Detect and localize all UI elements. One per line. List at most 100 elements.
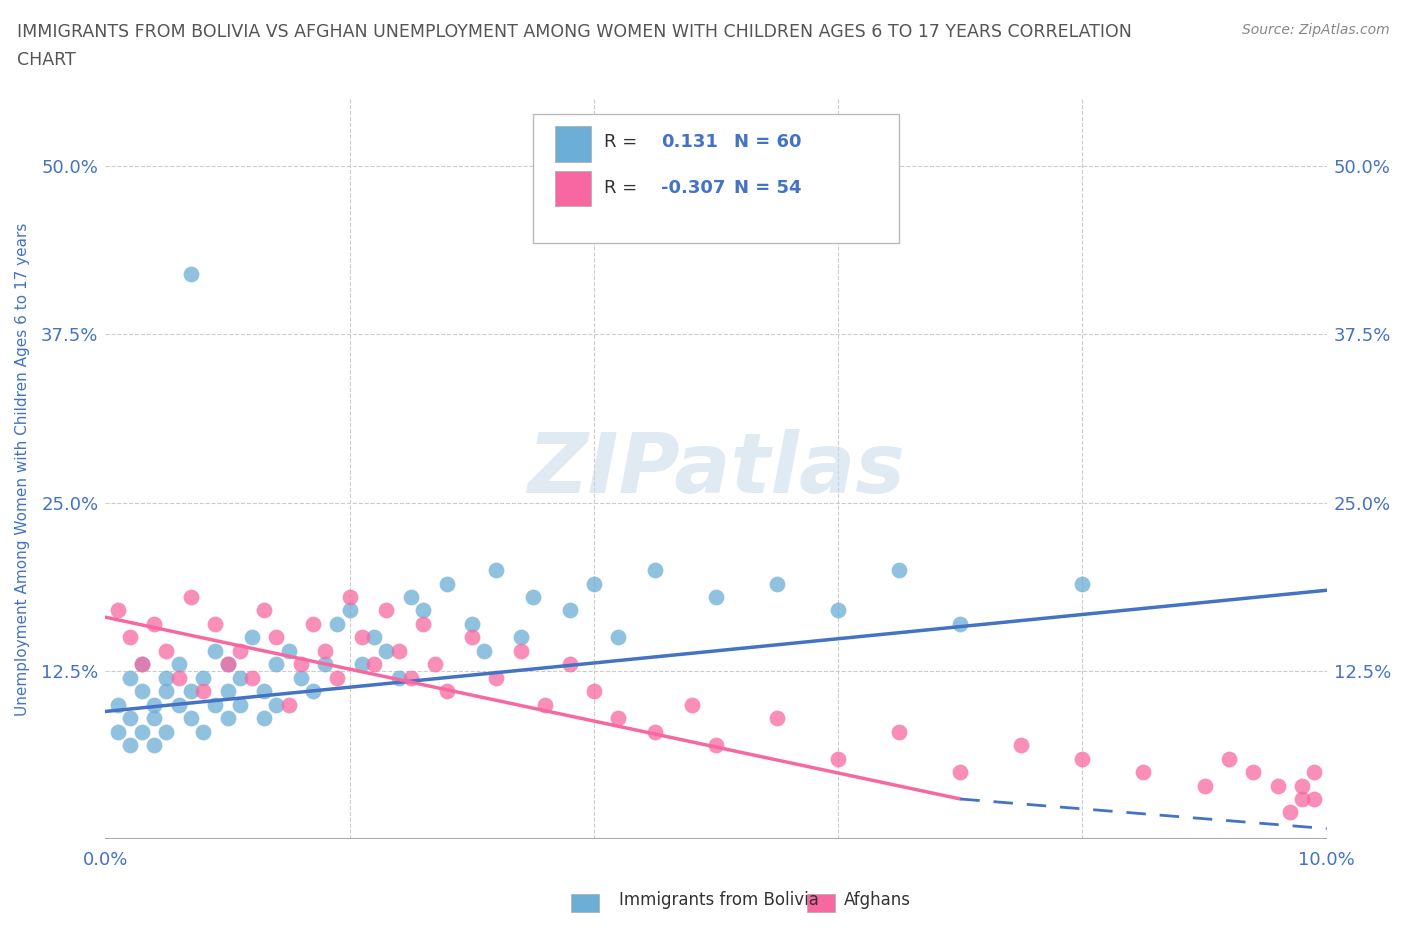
Point	[155, 724, 177, 739]
Point	[1303, 764, 1326, 779]
Point	[375, 644, 398, 658]
Point	[107, 698, 129, 712]
Point	[1291, 791, 1313, 806]
Point	[290, 671, 312, 685]
Point	[253, 684, 276, 698]
Point	[167, 698, 190, 712]
Point	[191, 671, 214, 685]
Point	[509, 644, 531, 658]
Point	[204, 617, 226, 631]
Point	[118, 711, 141, 725]
Point	[425, 657, 447, 671]
Point	[387, 671, 409, 685]
Point	[143, 698, 166, 712]
Point	[766, 576, 789, 591]
Point	[485, 671, 508, 685]
Point	[229, 644, 252, 658]
Point	[266, 698, 288, 712]
Point	[180, 590, 202, 604]
Point	[229, 698, 252, 712]
Text: ZIPatlas: ZIPatlas	[527, 429, 905, 510]
Point	[204, 698, 226, 712]
Point	[143, 737, 166, 752]
Point	[387, 644, 409, 658]
Point	[704, 737, 727, 752]
Point	[240, 671, 263, 685]
Point	[399, 590, 422, 604]
Point	[1218, 751, 1240, 766]
Point	[1303, 791, 1326, 806]
Point	[1071, 576, 1094, 591]
Point	[522, 590, 544, 604]
Point	[131, 657, 153, 671]
Text: CHART: CHART	[17, 51, 76, 69]
Point	[1071, 751, 1094, 766]
Point	[180, 266, 202, 281]
Point	[191, 724, 214, 739]
Text: N = 60: N = 60	[734, 133, 801, 151]
Point	[326, 617, 349, 631]
Point	[509, 630, 531, 644]
Point	[949, 764, 972, 779]
FancyBboxPatch shape	[533, 113, 900, 243]
Text: Source: ZipAtlas.com: Source: ZipAtlas.com	[1241, 23, 1389, 37]
Point	[827, 603, 849, 618]
Point	[412, 617, 434, 631]
Point	[155, 644, 177, 658]
Point	[1194, 778, 1216, 793]
Point	[131, 684, 153, 698]
Point	[143, 617, 166, 631]
Point	[155, 684, 177, 698]
Point	[277, 644, 299, 658]
Point	[155, 671, 177, 685]
Point	[302, 617, 325, 631]
Point	[461, 617, 484, 631]
Point	[253, 711, 276, 725]
Point	[582, 576, 605, 591]
Text: 0.131: 0.131	[661, 133, 718, 151]
Point	[180, 711, 202, 725]
Point	[191, 684, 214, 698]
Text: IMMIGRANTS FROM BOLIVIA VS AFGHAN UNEMPLOYMENT AMONG WOMEN WITH CHILDREN AGES 6 : IMMIGRANTS FROM BOLIVIA VS AFGHAN UNEMPL…	[17, 23, 1132, 41]
Text: R =: R =	[603, 133, 637, 151]
Text: -0.307: -0.307	[661, 179, 725, 196]
Point	[143, 711, 166, 725]
Text: Immigrants from Bolivia: Immigrants from Bolivia	[619, 891, 818, 910]
Point	[253, 603, 276, 618]
Point	[889, 724, 911, 739]
Point	[375, 603, 398, 618]
Point	[1291, 778, 1313, 793]
Point	[399, 671, 422, 685]
Point	[607, 630, 630, 644]
Point	[350, 657, 373, 671]
Point	[131, 657, 153, 671]
Point	[314, 644, 336, 658]
Point	[1241, 764, 1264, 779]
Point	[436, 576, 458, 591]
Point	[644, 724, 666, 739]
Point	[412, 603, 434, 618]
Point	[118, 737, 141, 752]
Point	[118, 630, 141, 644]
Point	[217, 711, 239, 725]
Point	[204, 644, 226, 658]
Bar	[555, 170, 592, 206]
Point	[949, 617, 972, 631]
Point	[107, 724, 129, 739]
Point	[582, 684, 605, 698]
Point	[266, 630, 288, 644]
Point	[217, 657, 239, 671]
Point	[339, 603, 361, 618]
Point	[1132, 764, 1154, 779]
Point	[485, 563, 508, 578]
Point	[107, 603, 129, 618]
Point	[217, 657, 239, 671]
Point	[240, 630, 263, 644]
Point	[314, 657, 336, 671]
Point	[607, 711, 630, 725]
Point	[277, 698, 299, 712]
Point	[889, 563, 911, 578]
Point	[1267, 778, 1289, 793]
Point	[302, 684, 325, 698]
Bar	[555, 126, 592, 162]
